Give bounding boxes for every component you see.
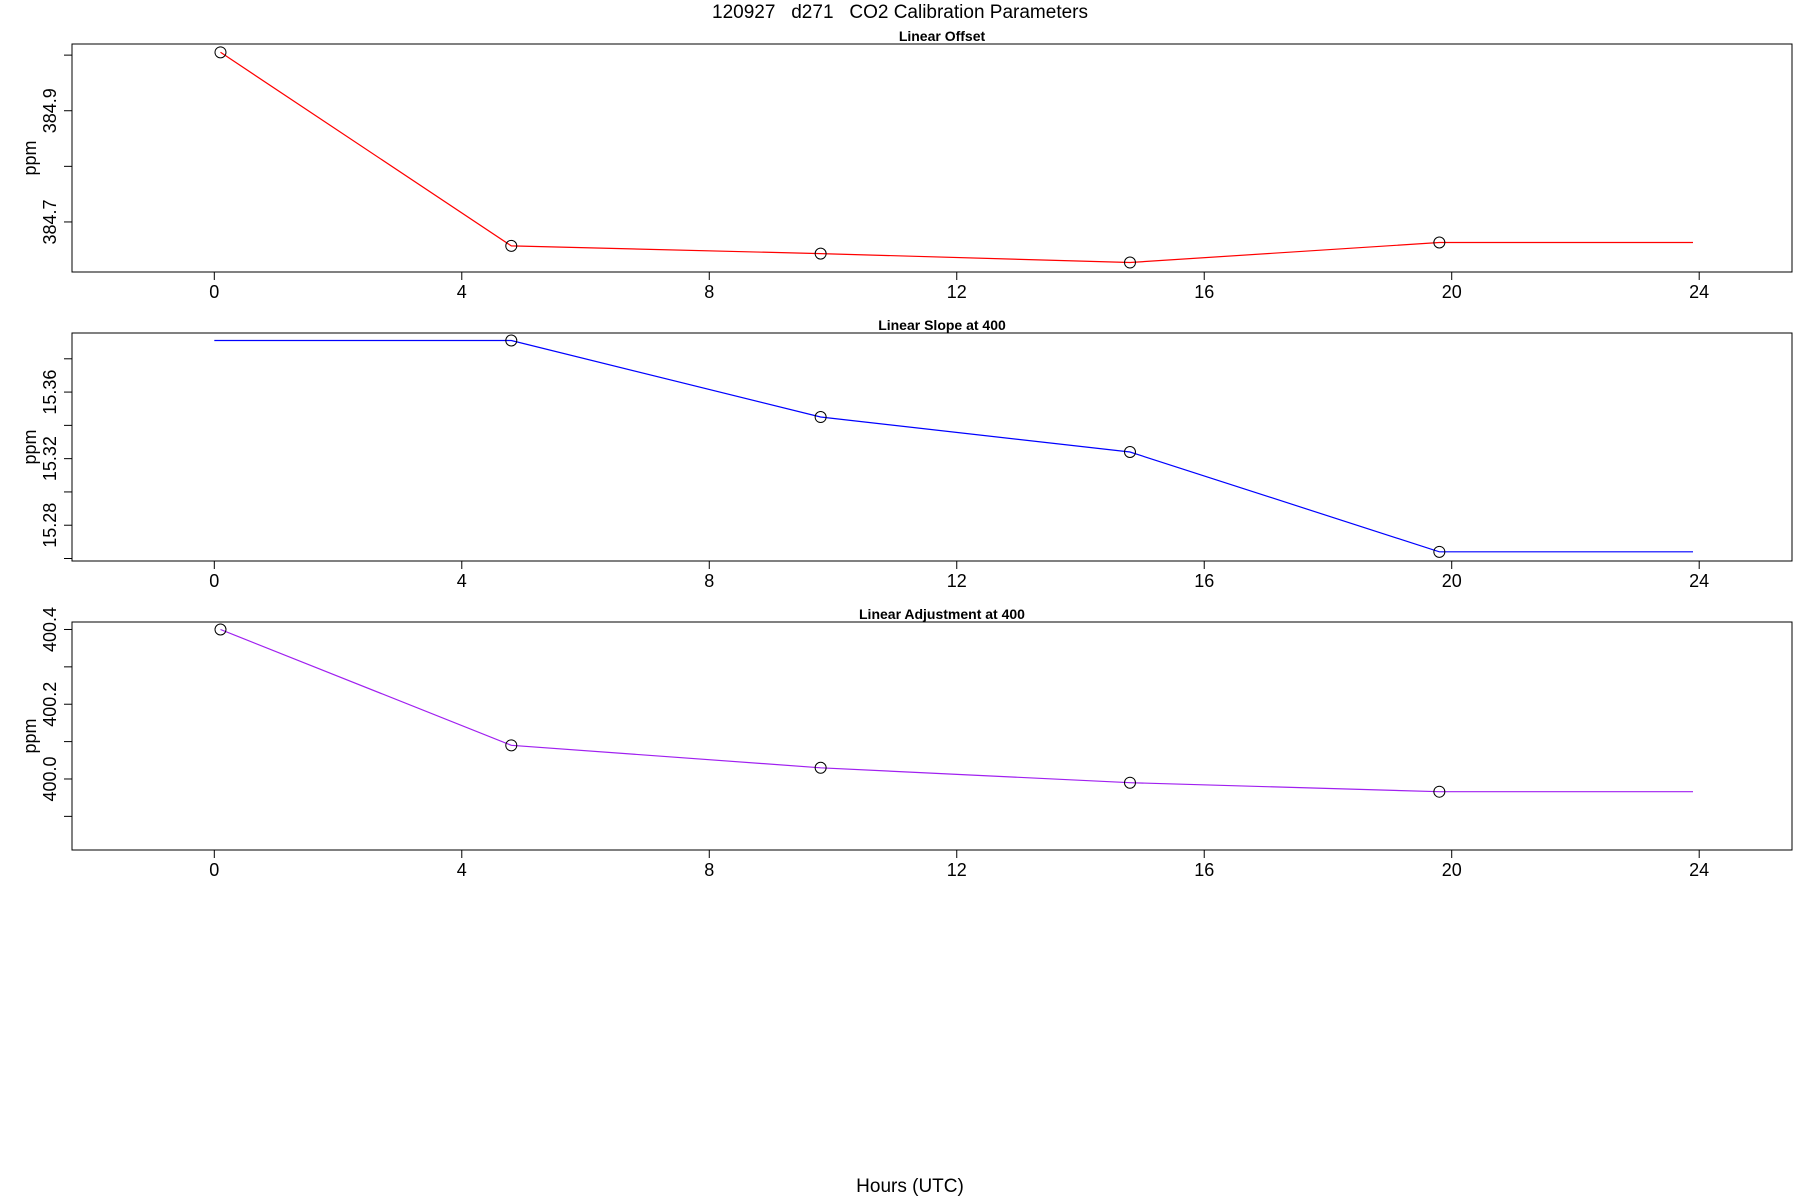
y-tick-label: 384.9 bbox=[40, 88, 60, 133]
y-tick-label: 400.0 bbox=[40, 756, 60, 801]
x-tick-label: 12 bbox=[947, 571, 967, 591]
data-point bbox=[505, 334, 518, 347]
figure-title: 120927 d271 CO2 Calibration Parameters bbox=[712, 2, 1088, 23]
plot-frame bbox=[71, 43, 1793, 273]
x-tick-label: 8 bbox=[704, 860, 714, 880]
series-line bbox=[220, 628, 1693, 793]
data-point bbox=[214, 623, 227, 636]
y-axis-label: ppm bbox=[20, 140, 40, 175]
data-point bbox=[505, 239, 518, 252]
x-tick-label: 24 bbox=[1689, 860, 1709, 880]
data-point bbox=[214, 46, 227, 59]
plot-frame bbox=[71, 332, 1793, 562]
data-point bbox=[814, 411, 827, 424]
y-tick-label: 400.4 bbox=[40, 607, 60, 652]
y-axis-label: ppm bbox=[20, 429, 40, 464]
panel-linear-slope: Linear Slope at 400 0 4 8 12 16 20 24 15.28 15.32… bbox=[20, 317, 1793, 591]
x-tick-label: 20 bbox=[1442, 282, 1462, 302]
panel-title: Linear Slope at 400 bbox=[878, 317, 1006, 333]
y-tick-label: 400.2 bbox=[40, 682, 60, 727]
x-tick-label: 4 bbox=[457, 860, 467, 880]
x-tick-label: 16 bbox=[1194, 860, 1214, 880]
series-line bbox=[214, 339, 1693, 553]
x-tick-label: 12 bbox=[947, 860, 967, 880]
x-tick-label: 24 bbox=[1689, 282, 1709, 302]
data-point bbox=[1433, 545, 1446, 558]
x-tick-label: 8 bbox=[704, 282, 714, 302]
data-point bbox=[1123, 256, 1136, 269]
x-tick-label: 12 bbox=[947, 282, 967, 302]
x-tick-label: 0 bbox=[209, 571, 219, 591]
series-line bbox=[220, 51, 1693, 264]
x-tick-label: 16 bbox=[1194, 571, 1214, 591]
data-point bbox=[814, 761, 827, 774]
x-tick-label: 0 bbox=[209, 860, 219, 880]
x-tick-label: 16 bbox=[1194, 282, 1214, 302]
x-tick-label: 24 bbox=[1689, 571, 1709, 591]
panel-title: Linear Offset bbox=[899, 28, 986, 44]
data-point bbox=[1433, 236, 1446, 249]
x-tick-label: 4 bbox=[457, 282, 467, 302]
panel-title: Linear Adjustment at 400 bbox=[859, 606, 1025, 622]
y-tick-label: 15.36 bbox=[40, 370, 60, 415]
panel-linear-adjustment: Linear Adjustment at 400 0 4 8 12 16 20 24 400.0… bbox=[20, 606, 1793, 880]
x-tick-label: 4 bbox=[457, 571, 467, 591]
y-tick-label: 384.7 bbox=[40, 199, 60, 244]
data-point bbox=[1123, 776, 1136, 789]
y-tick-label: 15.28 bbox=[40, 503, 60, 548]
y-axis-label: ppm bbox=[20, 718, 40, 753]
data-point bbox=[505, 739, 518, 752]
figure-x-axis-label: Hours (UTC) bbox=[856, 1176, 964, 1197]
data-point bbox=[1123, 445, 1136, 458]
plot-frame bbox=[71, 621, 1793, 851]
data-point bbox=[814, 247, 827, 260]
y-tick-label: 15.32 bbox=[40, 436, 60, 481]
x-tick-label: 20 bbox=[1442, 571, 1462, 591]
x-tick-label: 8 bbox=[704, 571, 714, 591]
data-point bbox=[1433, 785, 1446, 798]
x-tick-label: 0 bbox=[209, 282, 219, 302]
x-tick-label: 20 bbox=[1442, 860, 1462, 880]
